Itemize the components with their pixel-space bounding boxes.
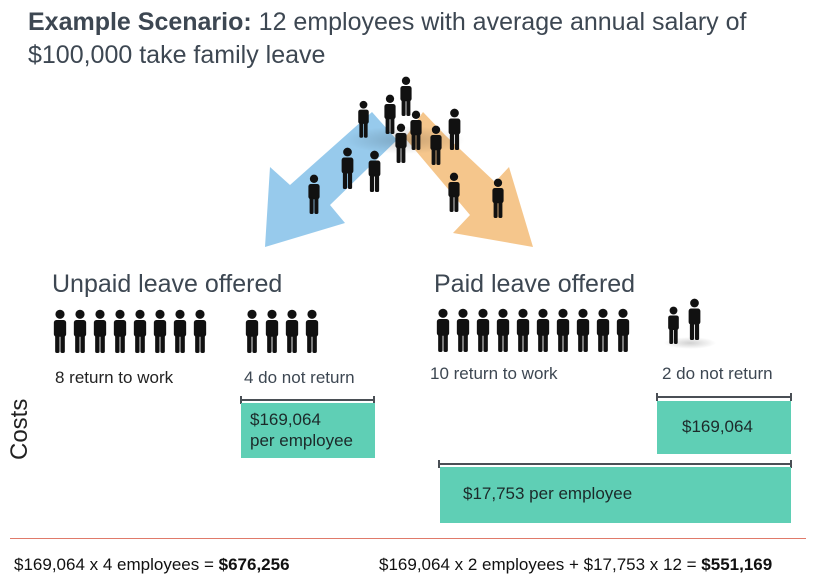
cost-brackets	[240, 393, 792, 468]
unpaid-formula: $169,064 x 4 employees = $676,256	[14, 555, 290, 575]
scenario-title-bold: Example Scenario:	[28, 8, 252, 36]
paid-returners-icons	[436, 308, 630, 352]
paid-heading: Paid leave offered	[434, 270, 636, 298]
paid-leave-cost: $17,753 per employee	[463, 484, 633, 503]
paid-formula-total: $551,169	[701, 555, 773, 574]
unpaid-formula-text: $169,064 x 4 employees =	[14, 555, 219, 574]
paid-turnover-cost: $169,064	[682, 417, 753, 436]
divider-line	[10, 538, 806, 539]
paid-returners-label: 10 return to work	[430, 364, 558, 383]
paid-leave-cost-box: $17,753 per employee	[440, 467, 791, 523]
scenario-title: Example Scenario: 12 employees with aver…	[28, 6, 808, 72]
unpaid-heading: Unpaid leave offered	[52, 270, 283, 298]
unpaid-cost-note: per employee	[250, 431, 354, 450]
costs-axis-label: Costs	[6, 398, 33, 460]
paid-formula-text: $169,064 x 2 employees + $17,753 x 12 =	[379, 555, 702, 574]
crowd-people	[308, 76, 504, 218]
unpaid-returners-label: 8 return to work	[55, 368, 174, 387]
unpaid-cost-amount: $169,064	[250, 410, 321, 429]
paid-turnover-cost-box: $169,064	[657, 401, 791, 454]
unpaid-bracket	[240, 396, 375, 404]
scenario-title-line2: $100,000 take family leave	[28, 41, 326, 69]
paid-leavers-icons	[664, 298, 716, 349]
unpaid-formula-total: $676,256	[218, 555, 290, 574]
unpaid-returners-icons	[53, 309, 207, 353]
paid-leavers-label: 2 do not return	[662, 364, 773, 383]
unpaid-turnover-cost-box: $169,064 per employee	[241, 403, 375, 458]
unpaid-leavers-label: 4 do not return	[244, 368, 355, 387]
paid-formula: $169,064 x 2 employees + $17,753 x 12 = …	[379, 555, 772, 575]
paid-leave-bracket	[438, 460, 792, 468]
unpaid-leavers-icons	[245, 309, 319, 353]
paid-leavers-bracket	[656, 393, 792, 401]
scenario-title-line1: 12 employees with average annual salary …	[258, 8, 747, 36]
